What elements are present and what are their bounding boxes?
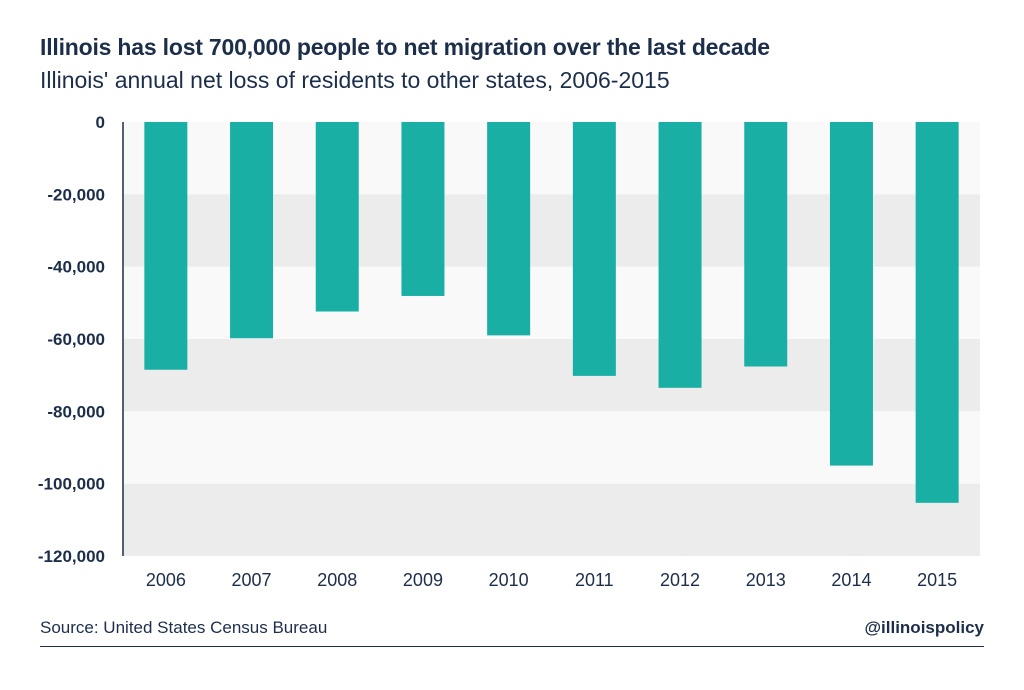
bar-2008 xyxy=(315,122,359,312)
y-tick-label: -60,000 xyxy=(47,330,105,349)
y-tick-label: -40,000 xyxy=(47,258,105,277)
bar-2015 xyxy=(915,122,959,503)
bar-2011 xyxy=(572,122,616,376)
bar-2013 xyxy=(744,122,788,367)
x-tick-label: 2009 xyxy=(403,570,443,590)
footer-divider xyxy=(40,646,984,647)
x-tick-label: 2013 xyxy=(746,570,786,590)
x-tick-label: 2012 xyxy=(660,570,700,590)
bar-2009 xyxy=(401,122,445,296)
bar-chart: 0 -20,000 -40,000 -60,000 -80,000 -100,000 -12… xyxy=(38,113,980,590)
grid-band xyxy=(123,483,980,556)
x-tick-labels: 2006 2007 2008 2009 2010 2011 2012 2013 2014 2015 xyxy=(146,570,957,590)
y-tick-label: 0 xyxy=(96,113,105,132)
brand-handle: @illinoispolicy xyxy=(864,618,984,637)
source-note: Source: United States Census Bureau xyxy=(40,618,328,637)
y-tick-label: -80,000 xyxy=(47,402,105,421)
y-tick-label: -20,000 xyxy=(47,185,105,204)
bar-2007 xyxy=(230,122,274,339)
x-tick-label: 2010 xyxy=(489,570,529,590)
x-tick-label: 2008 xyxy=(317,570,357,590)
chart-subtitle: Illinois' annual net loss of residents t… xyxy=(40,67,670,93)
x-tick-label: 2007 xyxy=(232,570,272,590)
bars xyxy=(144,122,959,503)
y-tick-label: -100,000 xyxy=(38,475,105,494)
bar-2006 xyxy=(144,122,188,370)
bar-2010 xyxy=(487,122,531,336)
y-tick-labels: 0 -20,000 -40,000 -60,000 -80,000 -100,000 -12… xyxy=(38,113,105,566)
y-tick-label: -120,000 xyxy=(38,547,105,566)
x-tick-label: 2011 xyxy=(575,570,614,590)
x-tick-label: 2006 xyxy=(146,570,186,590)
chart-title: Illinois has lost 700,000 people to net … xyxy=(40,34,770,60)
x-tick-label: 2014 xyxy=(831,570,871,590)
bar-2012 xyxy=(658,122,702,388)
bar-2014 xyxy=(829,122,873,466)
x-tick-label: 2015 xyxy=(917,570,957,590)
